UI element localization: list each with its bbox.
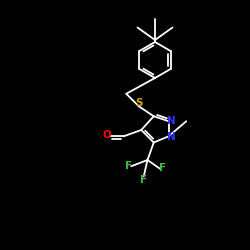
Text: N: N	[168, 132, 176, 142]
Text: F: F	[140, 175, 147, 185]
Text: F: F	[160, 163, 166, 173]
Text: N: N	[168, 116, 176, 126]
Text: O: O	[103, 130, 112, 140]
Text: F: F	[125, 161, 132, 171]
Text: S: S	[135, 98, 142, 108]
